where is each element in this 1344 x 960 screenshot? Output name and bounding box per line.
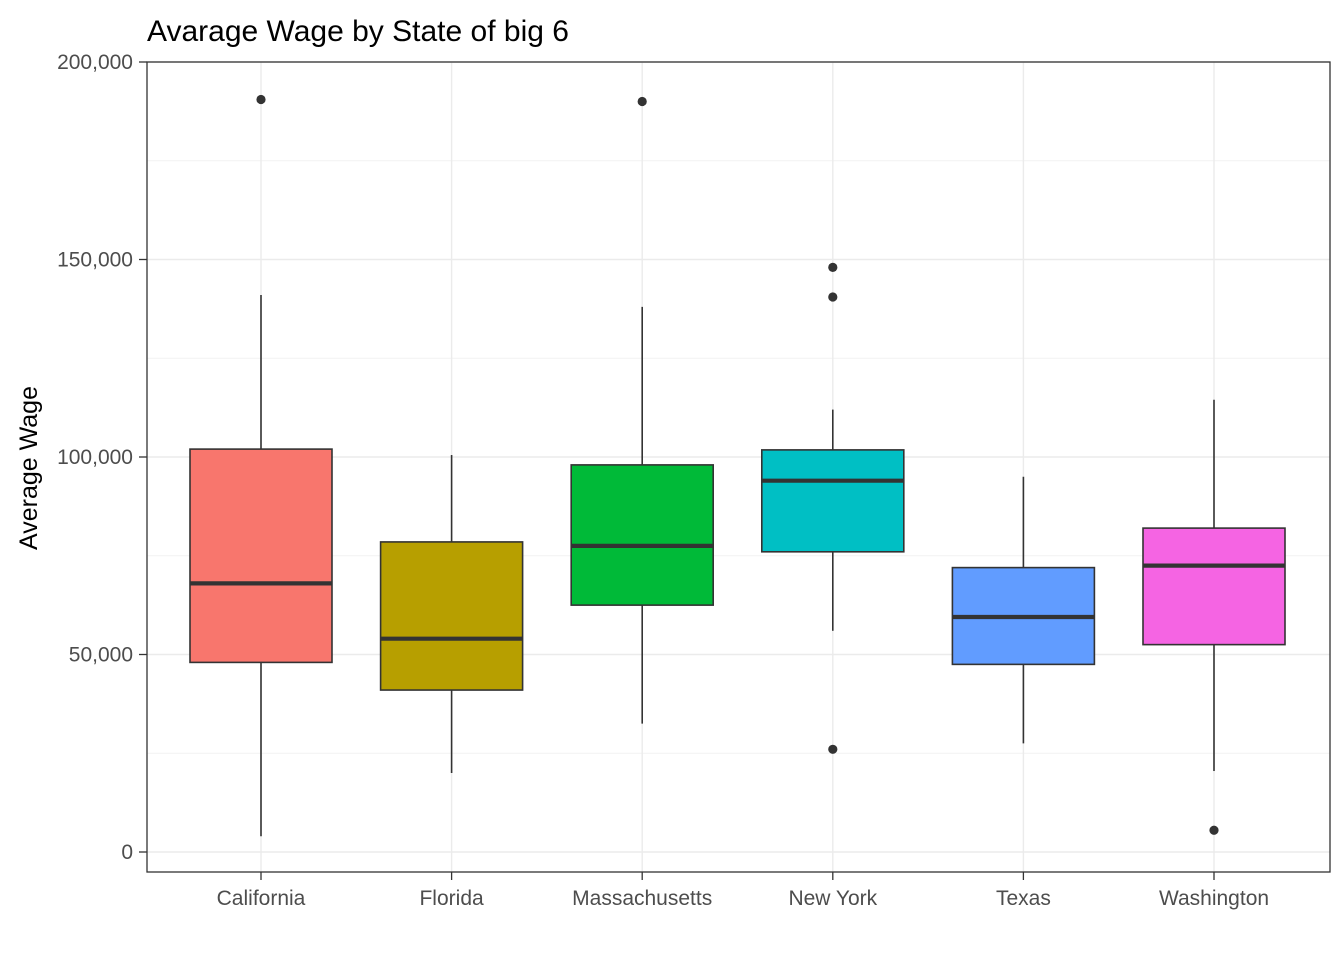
x-tick-label: Washington	[1159, 887, 1269, 910]
x-tick-label: California	[217, 887, 306, 910]
outlier-point	[1209, 825, 1219, 835]
box-florida	[379, 455, 524, 773]
box-california	[189, 94, 333, 837]
boxes	[189, 94, 1286, 837]
y-axis: 0 50,000 100,000 150,000 200,000	[57, 51, 147, 864]
box-iqr	[379, 541, 524, 691]
y-tick-label: 150,000	[57, 249, 133, 272]
outlier-point	[828, 292, 838, 302]
y-tick-label: 0	[121, 841, 133, 864]
box-new-york	[760, 262, 905, 754]
y-tick-label: 100,000	[57, 446, 133, 469]
plot-panel-border	[146, 61, 1331, 873]
outlier-point	[256, 94, 266, 105]
chart-title: Avarage Wage by State of big 6	[147, 15, 569, 48]
box-massachusetts	[570, 96, 715, 724]
x-tick-label: Texas	[996, 887, 1051, 910]
x-tick-label: Florida	[419, 887, 484, 910]
y-tick-label: 200,000	[57, 51, 133, 74]
box-iqr	[760, 449, 905, 553]
outlier-point	[828, 262, 838, 272]
box-iqr	[1142, 527, 1286, 646]
x-axis: California Florida Massachusetts New York Te…	[217, 872, 1269, 910]
box-washington	[1142, 399, 1286, 835]
x-tick-label: New York	[788, 887, 877, 910]
box-iqr	[189, 448, 333, 664]
x-tick-label: Massachusetts	[572, 887, 712, 910]
outlier-point	[637, 96, 647, 107]
y-tick-label: 50,000	[69, 644, 133, 667]
outlier-point	[828, 744, 838, 754]
y-axis-title: Average Wage	[15, 386, 43, 550]
box-texas	[951, 476, 1096, 744]
box-iqr	[570, 464, 715, 606]
